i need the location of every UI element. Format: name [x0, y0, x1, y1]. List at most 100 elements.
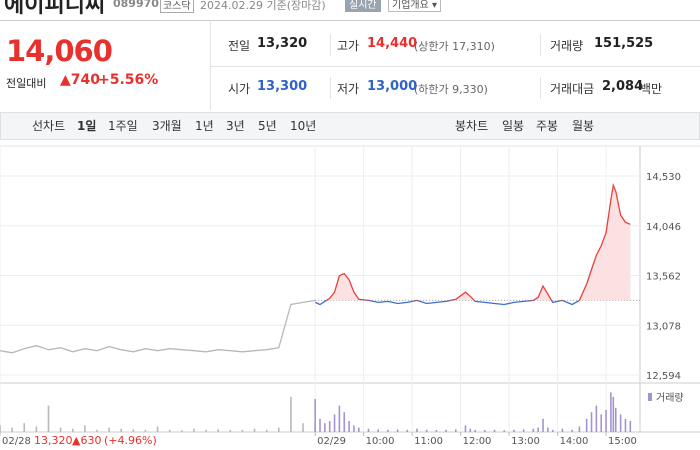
summary-value: 13,300 — [257, 79, 308, 94]
date: 2024.02.29 기준(장마감) — [200, 0, 326, 12]
summary-label: 고가 — [337, 39, 360, 53]
volume-bar — [193, 428, 195, 432]
realtime-button[interactable]: 실시간 — [345, 0, 381, 12]
y-tick-label: 12,594 — [646, 371, 681, 382]
volume-bar — [333, 414, 336, 432]
tab[interactable]: 일봉 — [502, 119, 525, 133]
summary-value: 14,440 — [367, 36, 418, 51]
overview-text: 기업개요 — [392, 0, 429, 11]
volume-bar — [542, 418, 544, 432]
volume-bar — [387, 429, 389, 432]
volume-bar — [537, 427, 539, 432]
x-tick-label: 14:00 — [560, 436, 589, 447]
tab[interactable]: 1년 — [195, 119, 214, 133]
tab[interactable]: 1일 — [77, 119, 97, 133]
volume-bar — [353, 425, 355, 432]
x-tick-label: 10:00 — [366, 436, 395, 447]
summary-value: 151,525 — [594, 36, 654, 51]
summary-label: 거래량 — [550, 39, 584, 53]
volume-bar — [484, 430, 486, 432]
volume-bar — [290, 396, 292, 432]
volume-bar — [253, 428, 256, 432]
divider — [540, 77, 541, 99]
y-tick-label: 13,562 — [646, 272, 681, 283]
volume-bar — [522, 429, 525, 432]
volume-bar — [181, 430, 183, 432]
y-tick-label: 13,078 — [646, 321, 681, 332]
volume-bar — [357, 427, 360, 432]
volume-bar — [551, 429, 554, 432]
volume-bar — [571, 429, 573, 432]
tab[interactable]: 10년 — [290, 119, 317, 133]
volume-bar — [324, 423, 326, 432]
summary-label: 전일 — [228, 39, 251, 53]
summary-label: 저가 — [337, 82, 360, 96]
price-line — [0, 299, 316, 354]
volume-bar — [343, 412, 346, 432]
volume-bar — [96, 429, 98, 432]
summary-value: 2,084 — [602, 79, 644, 94]
volume-bar — [132, 429, 135, 432]
volume-bar — [614, 407, 617, 432]
change-label: 전일대비 — [6, 77, 47, 90]
volume-bar — [425, 429, 428, 432]
x-tick-label: 12:00 — [463, 436, 492, 447]
volume-bar — [513, 429, 515, 432]
tab[interactable]: 3개월 — [152, 119, 182, 133]
divider — [210, 20, 211, 110]
volume-bar — [314, 399, 316, 432]
tab[interactable]: 주봉 — [536, 119, 559, 133]
y-tick-label: 14,530 — [646, 172, 681, 183]
change: ▲740 — [60, 72, 100, 88]
x-tick-label: 02/28 — [2, 436, 31, 447]
volume-bar — [454, 429, 457, 432]
tab-bar — [0, 112, 700, 140]
volume-bar — [629, 421, 632, 432]
tab[interactable]: 5년 — [258, 119, 277, 133]
volume-bar — [367, 428, 370, 432]
stock-name: 에이피디씨 — [4, 0, 106, 18]
current-price: 14,060 — [6, 34, 113, 68]
volume-bar — [396, 429, 399, 432]
volume-bar — [578, 426, 581, 432]
summary-unit: 백만 — [640, 82, 663, 96]
volume-bar — [217, 429, 219, 432]
market-badge: 코스닥 — [160, 0, 194, 13]
change-rate: +5.56% — [98, 72, 159, 88]
volume-bar — [605, 410, 607, 432]
overview-button[interactable]: 기업개요 ▾ — [388, 0, 442, 12]
volume-bar — [595, 405, 598, 432]
volume-bar — [561, 428, 564, 432]
volume-bar — [600, 414, 603, 432]
volume-bar — [503, 430, 506, 432]
tab[interactable]: 1주일 — [108, 119, 138, 133]
divider — [210, 66, 700, 67]
summary-label: 거래대금 — [550, 82, 595, 96]
x-tick-label: 11:00 — [414, 436, 443, 447]
volume-bar — [474, 429, 476, 432]
volume-bar — [547, 427, 549, 432]
volume-bar — [416, 428, 418, 432]
volume-bar — [265, 429, 268, 432]
summary-value: 13,000 — [367, 79, 418, 94]
volume-bar — [532, 428, 535, 432]
volume-bar — [156, 426, 159, 432]
price-line — [314, 182, 631, 306]
volume-bar — [319, 418, 321, 432]
volume-bar — [168, 429, 171, 432]
volume-bar — [585, 418, 588, 432]
volume-bar — [348, 421, 350, 432]
divider — [540, 34, 541, 56]
summary-label: 시가 — [228, 82, 251, 96]
legend-label: 거래량 — [656, 392, 684, 404]
volume-bar — [120, 428, 123, 432]
volume-bar — [205, 429, 207, 432]
up-area — [315, 185, 631, 301]
tab[interactable]: 월봉 — [572, 119, 595, 133]
x-tick-label: 15:00 — [608, 436, 637, 447]
prev-close: 13,320 — [34, 434, 73, 447]
tab[interactable]: 3년 — [226, 119, 245, 133]
volume-bar — [435, 430, 438, 432]
volume-bar — [612, 396, 615, 432]
